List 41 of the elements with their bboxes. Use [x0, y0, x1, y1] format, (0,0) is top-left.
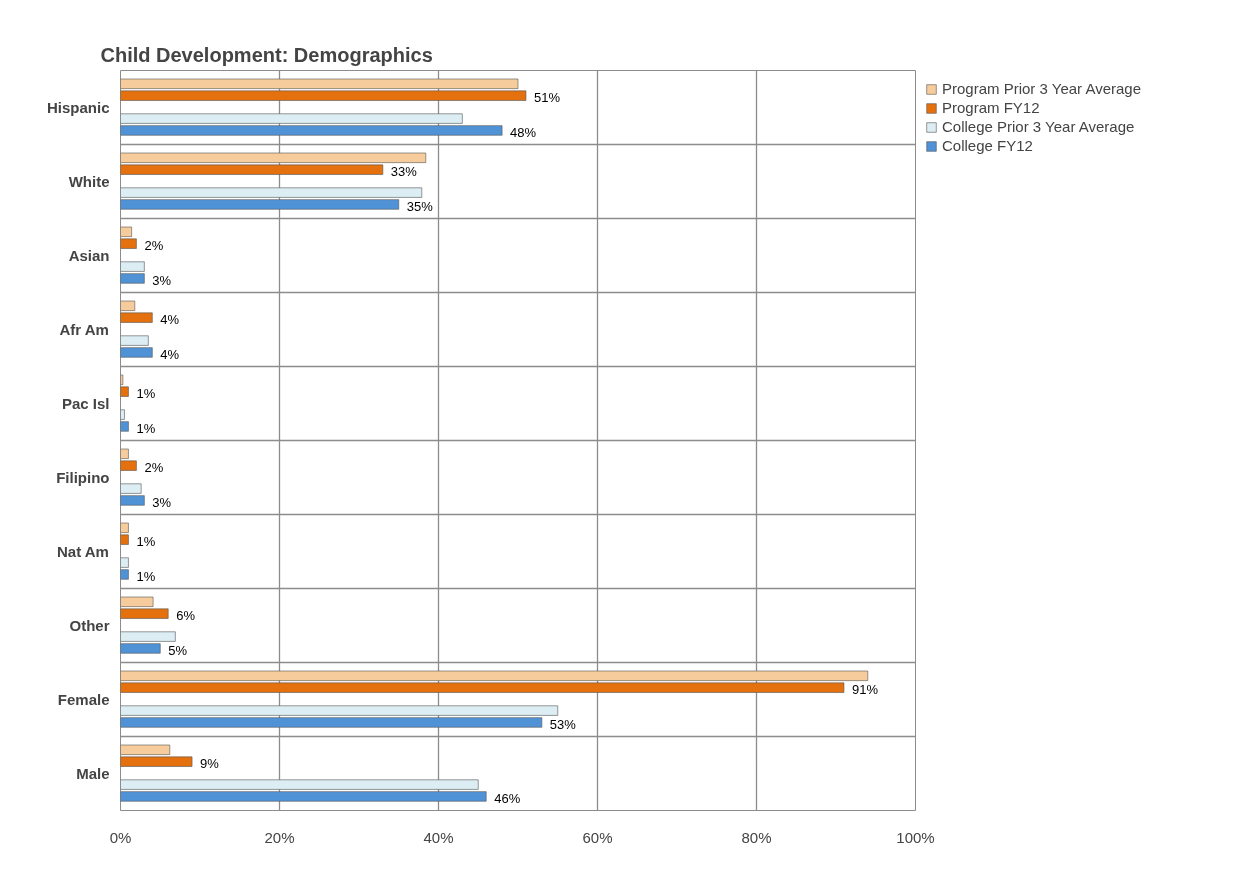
y-tick-label: Female	[57, 691, 110, 708]
data-label: 4%	[160, 346, 180, 362]
y-tick-label: Male	[76, 765, 110, 782]
legend-label: Program FY12	[942, 99, 1040, 116]
x-tick-label: 100%	[896, 828, 935, 846]
x-tick-label: 80%	[741, 828, 772, 846]
data-label: 2%	[144, 238, 164, 254]
data-label: 91%	[851, 682, 879, 698]
data-label: 51%	[533, 90, 561, 106]
y-tick-label: Nat Am	[56, 543, 109, 560]
x-tick-label: 60%	[582, 828, 613, 846]
data-label: 2%	[144, 460, 164, 476]
data-label: 4%	[160, 312, 180, 328]
data-label: 3%	[152, 494, 172, 510]
data-label: 5%	[168, 642, 188, 658]
y-tick-label: Pac Isl	[61, 395, 110, 412]
data-label: 53%	[549, 716, 577, 732]
data-label: 9%	[200, 756, 220, 772]
y-tick-label: Hispanic	[46, 99, 110, 116]
data-label: 46%	[494, 790, 521, 806]
y-tick-label: Afr Am	[59, 321, 109, 338]
legend-label: College FY12	[942, 137, 1033, 154]
y-tick-label: Asian	[68, 247, 110, 264]
legend-label: Program Prior 3 Year Average	[942, 80, 1142, 97]
y-tick-label: White	[68, 173, 110, 190]
data-label: 1%	[136, 534, 156, 550]
legend-label: College Prior 3 Year Average	[942, 118, 1135, 135]
data-label: 1%	[136, 568, 156, 584]
chart-title: Child Development: Demographics	[100, 43, 433, 66]
data-label: 3%	[152, 272, 172, 288]
data-label: 35%	[406, 198, 434, 214]
data-label: 1%	[136, 420, 156, 436]
y-tick-label: Other	[69, 617, 110, 634]
data-label: 48%	[510, 124, 537, 140]
y-tick-label: Filipino	[56, 469, 110, 486]
data-label: 6%	[176, 608, 196, 624]
data-label: 1%	[136, 386, 156, 402]
x-tick-label: 20%	[264, 828, 295, 846]
x-tick-label: 40%	[423, 828, 454, 846]
data-label: 33%	[390, 164, 418, 180]
x-tick-label: 0%	[109, 828, 132, 846]
